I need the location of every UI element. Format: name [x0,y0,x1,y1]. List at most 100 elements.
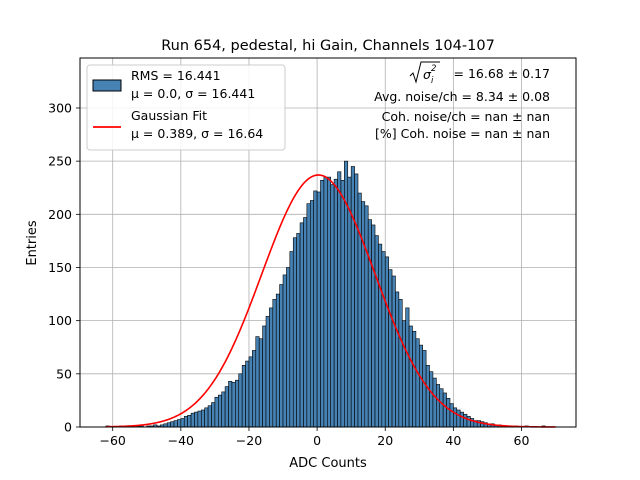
histogram-bar [235,379,240,428]
plot-frame [79,57,577,428]
legend-fit-label-line2: μ = 0.389, σ = 16.64 [131,126,263,141]
histogram-bar [177,419,182,428]
gaussian-fit-line [105,174,556,428]
histogram-bar [316,191,321,428]
x-tick-label: 40 [445,433,461,448]
histogram-bar [245,360,250,428]
histogram-bar [228,380,233,428]
histogram-bar [279,284,284,428]
histogram-bar [320,179,325,428]
histogram-bar [275,293,280,428]
grid-lines [80,58,576,428]
histogram-bar [292,237,297,428]
histogram-bar [378,243,383,428]
histogram-bar [211,402,216,428]
histogram-bar [327,176,332,428]
sqrt-value-annotation: = 16.68 ± 0.17 [454,66,550,81]
y-tick-label: 300 [48,100,72,115]
histogram-bar [207,405,212,428]
x-tick-label: −60 [100,433,126,448]
histogram-bar [190,412,195,428]
legend: RMS = 16.441 μ = 0.0, σ = 16.441 Gaussia… [86,64,286,151]
histogram-bar [214,396,219,428]
histogram-bar [299,222,304,428]
histogram-bar [456,409,461,428]
histogram-bar [442,392,447,428]
histogram-bar [391,275,396,428]
legend-histogram-label-line1: RMS = 16.441 [131,68,221,83]
histogram-bar [364,205,369,428]
svg-text:2: 2 [431,64,436,74]
chart-title: Run 654, pedestal, hi Gain, Channels 104… [161,38,495,54]
histogram-bar [449,403,454,428]
coh-noise-annotation: Coh. noise/ch = nan ± nan [382,109,550,124]
histogram-bar [200,409,205,428]
histogram-bar [337,171,342,428]
histogram-bar [418,344,424,428]
y-tick-label: 0 [64,420,72,435]
histogram-bar [204,407,209,428]
y-axis-ticks: 0 50 100 150 200 250 300 [48,100,80,435]
histogram-bar [286,267,291,428]
histogram-bar [425,365,430,428]
histogram-bar [265,316,270,428]
histogram-bar [384,256,389,428]
histogram-bar [309,200,314,428]
histogram-bar [361,201,366,428]
histogram-bar [388,269,393,428]
histogram-bar [340,179,345,428]
histogram-bar [221,391,226,428]
histogram-bar [231,382,236,428]
legend-box [86,64,286,151]
histogram-bar [415,338,420,428]
x-tick-label: 0 [313,433,321,448]
annotations: σ 2 i = 16.68 ± 0.17 Avg. noise/ch = 8.3… [374,61,550,141]
histogram-bar [367,219,372,428]
coh-noise-pct-annotation: [%] Coh. noise = nan ± nan [375,126,550,141]
histogram-bar [374,235,379,428]
histogram-bar [381,251,386,428]
histogram-bar [422,350,427,428]
histogram-bar [466,416,471,428]
histogram-bar [347,176,352,428]
histogram-bar [412,330,417,428]
histogram-bar [269,307,274,428]
y-axis-label: Entries [25,220,40,266]
histogram-bar [432,377,437,428]
histogram-bar [262,325,267,428]
x-tick-label: 20 [377,433,393,448]
svg-text:σ: σ [423,67,432,82]
histogram-bar [354,173,359,428]
histogram-bar [248,356,253,428]
histogram-bar [296,233,301,428]
x-tick-label: 60 [514,433,530,448]
x-axis-ticks: −60 −40 −20 0 20 40 60 [100,427,530,448]
histogram-bar [173,420,178,428]
histogram-bar [395,291,400,428]
histogram-bar [401,320,406,428]
histogram-bar [446,397,451,428]
histogram-bar [453,407,458,428]
legend-histogram-label-line2: μ = 0.0, σ = 16.441 [131,86,255,101]
histogram-bar [197,410,202,428]
histogram-bar [303,217,308,428]
svg-text:i: i [431,76,434,86]
histogram-bar [459,411,464,428]
histogram-bar [224,386,229,428]
y-tick-label: 150 [48,260,72,275]
histogram-bars [105,160,546,428]
y-tick-label: 50 [56,366,72,381]
histogram-bar [180,418,185,428]
histogram-bar [255,336,260,428]
y-tick-label: 200 [48,207,72,222]
histogram-bar [429,371,434,428]
histogram-bar [272,299,277,428]
histogram-bar [252,350,257,428]
histogram-bar [241,365,246,428]
histogram-bar [170,421,175,428]
x-tick-label: −20 [236,433,262,448]
histogram-bar [187,415,192,428]
histogram-bar [463,413,468,428]
histogram-bar [436,384,441,428]
